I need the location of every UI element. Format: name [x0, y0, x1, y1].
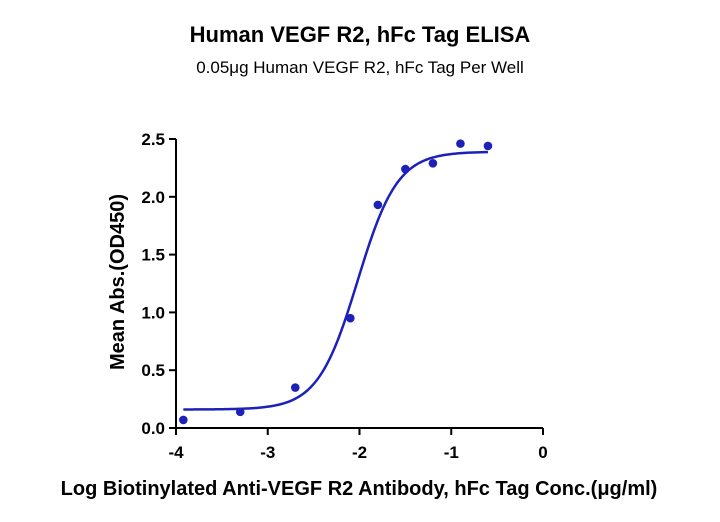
- x-tick-label: -1: [444, 443, 459, 462]
- data-point: [401, 164, 410, 174]
- ticks: 0.0 0.5 1.0 1.5 2.0 2.5 -4 -3 -2 -1 0: [141, 130, 547, 462]
- y-axis-label: Mean Abs.(OD450): [107, 194, 129, 370]
- x-tick-label: 0: [538, 443, 547, 462]
- data-point: [235, 407, 245, 417]
- y-tick-label: 1.0: [141, 303, 165, 322]
- axes: [175, 139, 543, 429]
- data-point: [179, 415, 188, 425]
- x-axis-label: Log Biotinylated Anti-VEGF R2 Antibody, …: [61, 478, 658, 500]
- chart-title: Human VEGF R2, hFc Tag ELISA: [189, 22, 531, 47]
- y-tick-label: 2.0: [141, 188, 165, 207]
- x-tick-label: -4: [168, 443, 184, 462]
- data-points: [179, 139, 493, 425]
- data-point: [428, 158, 438, 168]
- x-tick-label: -2: [352, 443, 367, 462]
- x-tick-label: -3: [260, 443, 275, 462]
- data-point: [346, 313, 355, 323]
- y-tick-label: 0.5: [141, 361, 165, 380]
- fit-curve: [183, 150, 488, 411]
- data-point: [483, 141, 493, 151]
- y-tick-label: 2.5: [141, 130, 165, 149]
- data-point: [456, 139, 465, 148]
- data-point: [373, 200, 383, 210]
- y-tick-label: 0.0: [141, 419, 165, 438]
- y-tick-label: 1.5: [141, 246, 165, 265]
- data-point: [290, 383, 300, 392]
- chart-subtitle: 0.05μg Human VEGF R2, hFc Tag Per Well: [196, 58, 524, 77]
